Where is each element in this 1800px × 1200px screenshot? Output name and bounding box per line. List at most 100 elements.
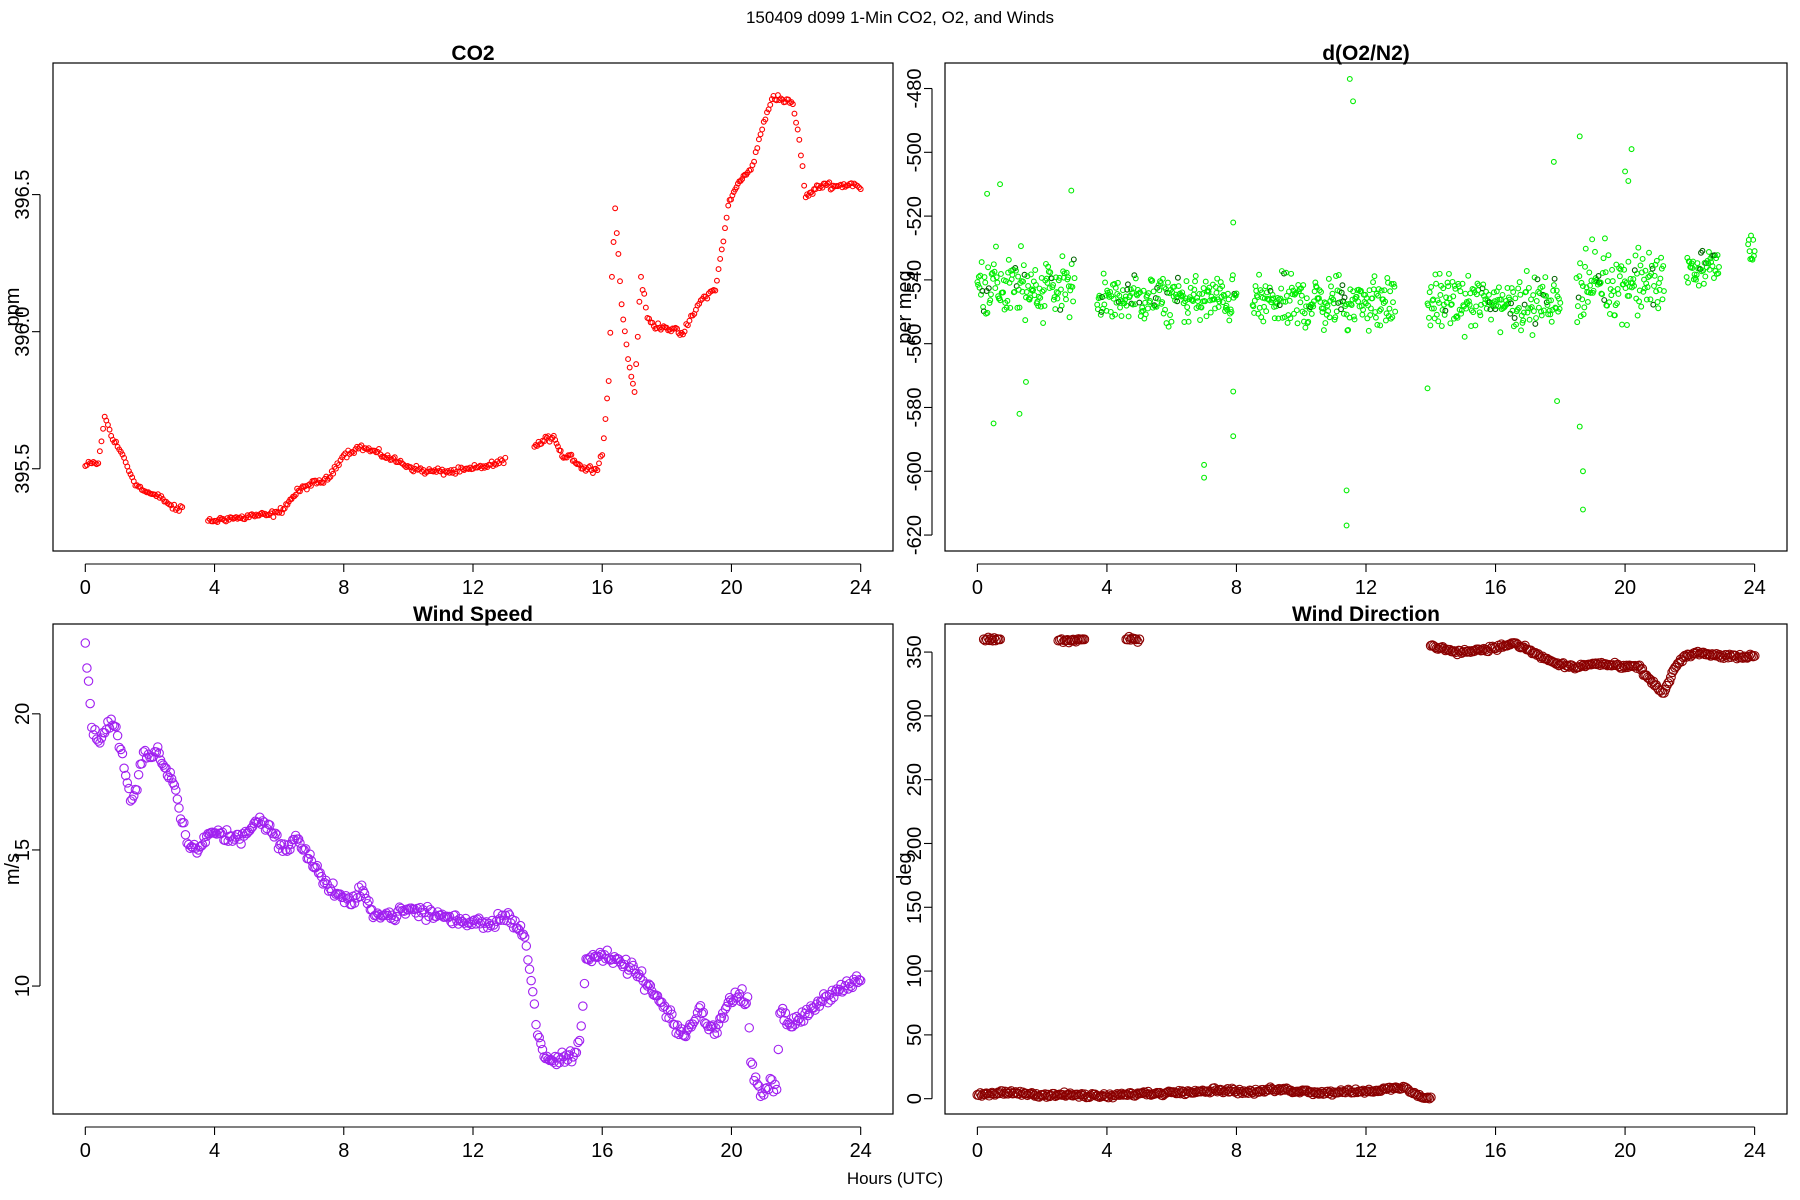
data-point [1611, 312, 1618, 319]
data-point [246, 823, 256, 834]
data-point [500, 910, 511, 921]
data-point [625, 356, 632, 363]
data-point [1499, 291, 1506, 298]
data-point [988, 291, 994, 298]
data-point [1015, 273, 1022, 280]
data-point [723, 214, 730, 221]
data-point [1390, 299, 1396, 306]
data-point [1184, 304, 1191, 311]
data-point [1260, 318, 1267, 325]
data-point [749, 162, 756, 169]
data-point [1387, 315, 1394, 322]
data-point [1062, 291, 1069, 298]
data-point [1069, 283, 1076, 290]
data-point [1032, 267, 1039, 273]
data-point [1184, 310, 1191, 316]
data-point [1063, 296, 1069, 303]
data-series [972, 631, 1760, 1104]
data-point [491, 916, 502, 927]
data-point [1263, 308, 1270, 315]
data-point [1391, 283, 1398, 290]
data-point [621, 954, 631, 965]
data-point [1536, 653, 1547, 664]
data-point [1608, 660, 1619, 671]
data-point [1018, 243, 1024, 250]
data-point [1624, 322, 1630, 328]
data-point [984, 309, 991, 316]
data-point [1715, 270, 1722, 277]
data-point [1023, 379, 1029, 385]
data-point [573, 1037, 583, 1048]
figure-x-axis-label: Hours (UTC) [847, 1169, 943, 1188]
data-point [1266, 284, 1273, 291]
data-point [997, 297, 1004, 304]
data-point [1028, 271, 1034, 278]
data-point [1516, 279, 1523, 286]
data-point [1694, 260, 1701, 267]
data-point [854, 182, 861, 189]
data-point [1387, 288, 1394, 295]
data-point [1637, 262, 1644, 269]
data-point [578, 1001, 588, 1011]
data-point [733, 184, 740, 191]
data-point [988, 1088, 999, 1099]
x-tick-label: 8 [1231, 577, 1242, 599]
data-point [335, 462, 342, 468]
data-point [289, 834, 299, 845]
data-point [1338, 306, 1344, 313]
data-point [1179, 289, 1186, 296]
data-point [814, 1001, 825, 1012]
data-point [1206, 284, 1213, 291]
data-point [981, 274, 988, 281]
y-tick-label: 300 [904, 699, 926, 732]
data-point [1749, 256, 1756, 263]
data-point [1101, 301, 1108, 308]
data-point [562, 1055, 573, 1065]
data-point [217, 514, 224, 521]
data-point [992, 285, 999, 292]
data-point [797, 152, 804, 159]
data-point [1065, 1088, 1076, 1099]
data-point [1574, 303, 1581, 310]
data-point [1550, 282, 1557, 289]
data-point [1650, 301, 1657, 308]
data-point [523, 955, 533, 965]
data-point [116, 744, 126, 755]
data-point [1515, 305, 1522, 311]
data-point [1280, 1084, 1290, 1095]
data-point [459, 918, 469, 928]
y-tick-label: 0 [904, 1093, 926, 1104]
data-point [1513, 321, 1519, 328]
data-point [1234, 1084, 1245, 1095]
data-point [1219, 299, 1226, 306]
data-point [799, 163, 806, 170]
data-point [1530, 308, 1537, 315]
data-point [1579, 296, 1586, 303]
data-point [1302, 324, 1309, 331]
data-point [634, 333, 641, 340]
data-point [1631, 282, 1638, 289]
data-point [1576, 273, 1583, 280]
x-tick-label: 8 [338, 1140, 349, 1162]
data-point [1055, 277, 1062, 284]
data-point [1533, 298, 1540, 304]
data-point [1213, 289, 1220, 296]
data-point [1192, 278, 1198, 285]
data-point [502, 454, 509, 461]
data-point [1332, 314, 1339, 321]
data-point [628, 373, 635, 380]
data-point [1521, 301, 1528, 308]
data-point [1636, 298, 1643, 305]
data-point [993, 243, 999, 250]
data-point [119, 451, 126, 458]
data-point [80, 638, 91, 648]
x-tick-label: 16 [591, 577, 613, 599]
data-point [856, 184, 863, 191]
data-point [1150, 288, 1157, 295]
data-point [180, 830, 191, 840]
data-point [1462, 290, 1469, 297]
data-point [1639, 255, 1646, 262]
data-point [1653, 257, 1660, 264]
data-point [1162, 306, 1168, 313]
data-point [1751, 248, 1758, 255]
